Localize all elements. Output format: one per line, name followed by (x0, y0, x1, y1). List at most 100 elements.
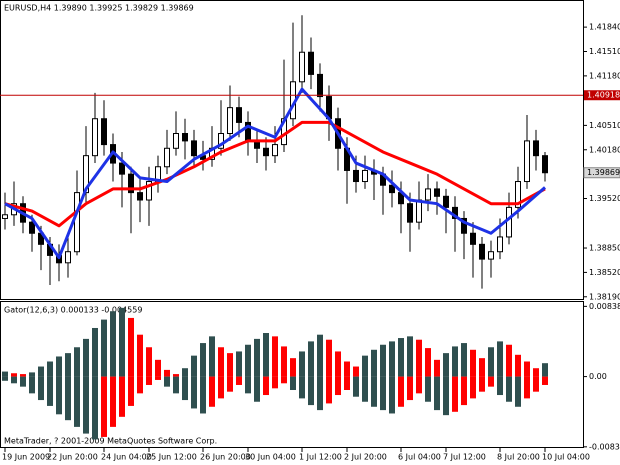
gator-bar (470, 349, 476, 377)
candle-body (146, 181, 152, 201)
gator-bar (506, 376, 512, 402)
gator-bar (74, 347, 80, 377)
y-tick-label: -0.00838 (589, 442, 620, 451)
gator-bar (353, 376, 359, 397)
gator-bar (83, 338, 89, 377)
candle-body (227, 107, 233, 135)
gator-bar (29, 376, 35, 394)
candle-body (443, 195, 449, 208)
gator-bar (164, 376, 170, 387)
gator-bar (434, 359, 440, 377)
candle-body (29, 221, 35, 234)
gator-bar (173, 374, 179, 377)
gator-bar (371, 349, 377, 377)
gator-bar (101, 319, 107, 377)
x-tick-label: 30 Jun 04:00 (245, 453, 296, 462)
gator-bar (326, 376, 332, 404)
gator-bar (497, 341, 503, 377)
candle-body (434, 188, 440, 197)
x-tick-label: 1 Jul 12:00 (299, 453, 342, 462)
y-tick-label: 1.38850 (589, 244, 620, 253)
gator-bar (335, 351, 341, 377)
gator-bar (101, 376, 107, 437)
gator-bar (371, 376, 377, 407)
y-tick-label: 1.40510 (589, 121, 620, 130)
candle-body (128, 173, 134, 194)
gator-bar (155, 359, 161, 377)
gator-bar (254, 376, 260, 402)
gator-bar (137, 376, 143, 394)
gator-bar (128, 376, 134, 406)
candle-body (353, 169, 359, 183)
gator-bar (2, 371, 8, 377)
gator-bar (497, 376, 503, 396)
gator-bar (11, 376, 17, 384)
gator-bar (452, 376, 458, 412)
gator-bar (533, 368, 539, 377)
gator-bar (344, 361, 350, 377)
gator-pane-frame (0, 301, 584, 448)
gator-bar (74, 376, 80, 427)
candle-body (362, 169, 368, 183)
gator-bar (263, 333, 269, 377)
gator-bar (380, 344, 386, 377)
gator-bar (110, 376, 116, 427)
gator-bar (11, 373, 17, 377)
y-tick-label: 1.38520 (589, 268, 620, 277)
candle-body (299, 51, 305, 83)
level-label: 1.40918 (587, 91, 620, 100)
gator-bar (92, 376, 98, 440)
gator-bar (164, 369, 170, 377)
gator-bar (182, 368, 188, 377)
gator-bar (254, 338, 260, 377)
y-tick-label: 1.41180 (589, 71, 620, 80)
gator-bar (200, 343, 206, 377)
gator-bar (20, 376, 26, 387)
gator-bar (542, 363, 548, 377)
gator-bar (407, 336, 413, 377)
candle-body (308, 51, 314, 75)
candle-body (425, 188, 431, 201)
gator-bar (479, 358, 485, 377)
gator-bar (299, 376, 305, 399)
y-tick-label: 0.00 (589, 372, 607, 381)
candle-body (533, 140, 539, 157)
candle-body (236, 107, 242, 123)
gator-bar (317, 376, 323, 411)
gator-bar (218, 376, 224, 399)
gator-bar (38, 366, 44, 377)
x-tick-label: 7 Jul 12:00 (443, 453, 486, 462)
gator-bar (344, 376, 350, 391)
gator-bar (128, 317, 134, 377)
gator-bar (110, 311, 116, 377)
gator-bar (38, 376, 44, 401)
gator-bar (407, 376, 413, 401)
gator-bar (29, 372, 35, 377)
gator-bar (416, 339, 422, 377)
gator-bar (506, 344, 512, 377)
candle-body (92, 118, 98, 157)
moving-average-line (4, 87, 546, 260)
x-tick-label: 10 Jul 04:00 (542, 453, 590, 462)
gator-bar (272, 376, 278, 389)
y-tick-label: 1.41840 (589, 23, 620, 32)
indicator-title: Gator(12,6,3) 0.000133 -0.004559 (4, 306, 142, 315)
gator-bar (362, 355, 368, 377)
level-label-box (584, 90, 620, 101)
candle-body (488, 251, 494, 260)
candle-body (101, 118, 107, 146)
chart-title: EURUSD,H4 1.39890 1.39925 1.39829 1.3986… (4, 4, 194, 13)
gator-bar (416, 376, 422, 394)
candle-body (317, 73, 323, 98)
gator-bar (119, 376, 125, 417)
gator-bar (389, 376, 395, 414)
gator-bar (56, 356, 62, 377)
gator-bar (20, 374, 26, 377)
candle-body (524, 140, 530, 183)
gator-bar (443, 353, 449, 377)
gator-bar (335, 376, 341, 396)
gator-bar (2, 376, 8, 381)
gator-bar (488, 376, 494, 387)
gator-bar (380, 376, 386, 411)
candle-body (389, 184, 395, 194)
